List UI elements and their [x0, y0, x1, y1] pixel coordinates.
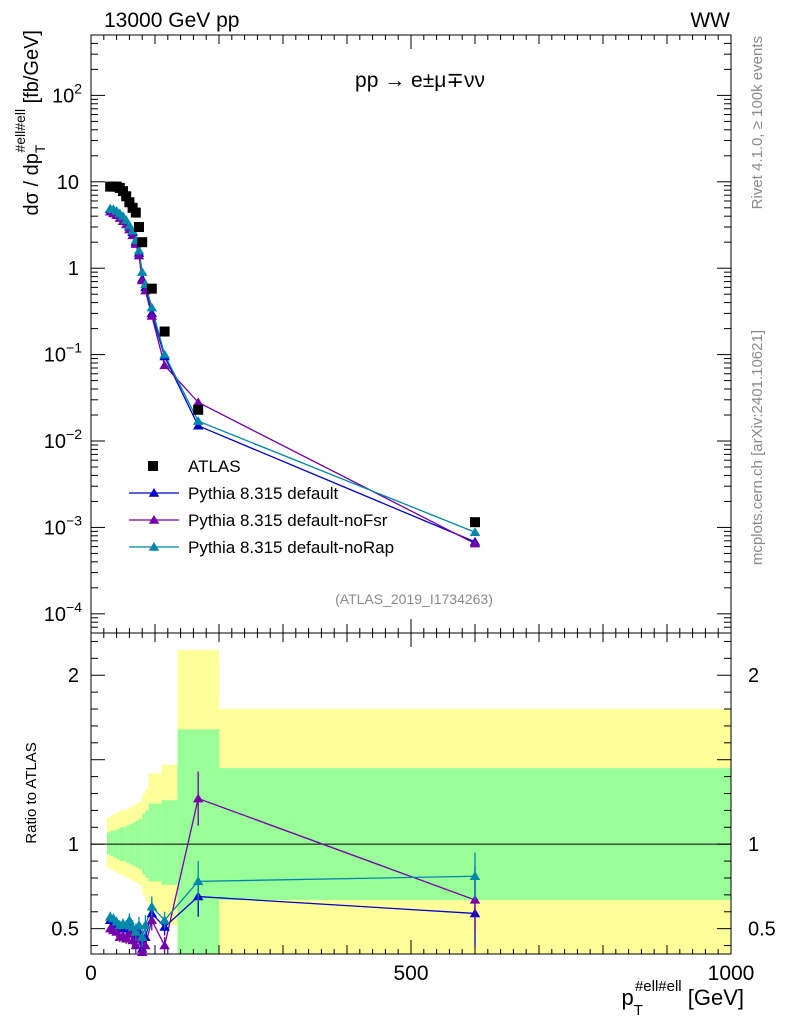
ratio-uncertainty-bands [91, 649, 731, 954]
y-tick-label-base: 10 [44, 604, 66, 626]
legend-label-1: Pythia 8.315 default [188, 484, 339, 503]
series-markers [104, 181, 481, 957]
data-point-atlas [470, 517, 480, 528]
legend-label-2: Pythia 8.315 default-noFsr [188, 511, 388, 530]
y-axis-label-sub: T [32, 144, 48, 153]
ratio-y-tick-label-right: 1 [748, 834, 759, 856]
legend-marker-atlas [148, 461, 158, 471]
y-tick-label: 102 [52, 80, 82, 107]
series-marker-ratio-2 [159, 940, 170, 950]
series-marker-ratio-3 [146, 901, 158, 911]
y-axis-label-sup: #ell#ell [12, 109, 28, 153]
y-tick-label-base: 10 [44, 345, 66, 367]
series-marker-main-2 [133, 250, 145, 260]
ratio-y-tick-label-left: 0.5 [51, 919, 79, 941]
ratio-y-tick-label-right: 2 [748, 665, 759, 687]
axis-ticks [90, 34, 732, 954]
y-tick-label-exponent: −4 [66, 599, 82, 615]
y-tick-label: 10−4 [44, 599, 82, 626]
series-marker-main-3 [159, 349, 170, 359]
series-marker-main-2 [146, 310, 158, 320]
x-axis-label-sub: T [634, 1002, 643, 1019]
chart-title: pp → e±μ∓νν [355, 69, 485, 92]
y-tick-label-exponent: −2 [66, 426, 82, 442]
legend-marker-2 [148, 515, 160, 524]
y-tick-label: 10−1 [44, 340, 82, 367]
x-axis-label: pT #ell#ell [GeV] [622, 978, 744, 1019]
rivet-version-label: Rivet 4.1.0, ≥ 100k events [749, 36, 766, 209]
x-tick-label: 0 [85, 962, 97, 985]
series-marker-main-2 [159, 360, 170, 370]
series-marker-ratio-3 [159, 915, 170, 924]
y-tick-label-base: 10 [44, 517, 66, 539]
x-tick-label: 500 [393, 962, 428, 985]
y-tick-label-exponent: −1 [66, 340, 82, 356]
y-tick-label-exponent: −3 [66, 512, 82, 528]
series-marker-main-3 [469, 527, 481, 536]
header-energy-label: 13000 GeV pp [104, 9, 239, 32]
data-point-atlas [134, 221, 144, 232]
y-tick-label: 10−3 [44, 512, 82, 539]
series-marker-main-3 [136, 267, 148, 276]
legend-marker-1 [148, 488, 160, 497]
ratio-band-green [107, 832, 111, 855]
data-point-atlas [146, 283, 157, 294]
y-tick-label-base: 10 [44, 431, 66, 453]
y-tick-label: 1 [68, 258, 79, 280]
y-axis-label: dσ / dpT #ell#ell [fb/GeV] [12, 30, 48, 215]
ratio-band-green [161, 800, 178, 885]
header-process-label: WW [690, 9, 730, 32]
y-tick-label-exponent: 2 [74, 80, 82, 96]
y-tick-label-base: 10 [57, 172, 79, 194]
analysis-label: (ATLAS_2019_I1734263) [335, 591, 493, 607]
series-marker-main-1 [192, 420, 204, 430]
y-tick-label-base: 10 [52, 85, 74, 107]
ratio-band-green [148, 803, 162, 882]
y-tick-label: 10 [57, 172, 79, 194]
data-point-atlas [124, 197, 135, 208]
y-tick-label: 10−2 [44, 426, 82, 453]
series-marker-main-3 [127, 225, 138, 235]
x-axis-label-sup: #ell#ell [635, 978, 682, 995]
series-marker-main-3 [146, 302, 158, 312]
legend-label-3: Pythia 8.315 default-noRap [188, 538, 394, 557]
ratio-band-green [110, 830, 114, 857]
series-marker-ratio-2 [146, 915, 158, 924]
x-axis-label-main: p [622, 985, 634, 1010]
data-point-atlas [121, 191, 132, 202]
ratio-y-tick-label-left: 1 [68, 834, 79, 856]
legend-marker-3 [148, 542, 160, 551]
legend: ATLAS Pythia 8.315 default Pythia 8.315 de… [129, 457, 394, 557]
series-marker-main-3 [133, 245, 145, 255]
x-tick-label: 1000 [708, 962, 755, 985]
y-tick-label-base: 1 [68, 258, 79, 280]
series-marker-ratio-3 [192, 876, 204, 886]
series-marker-ratio-3 [469, 871, 481, 881]
x-axis-label-unit: [GeV] [682, 985, 744, 1010]
data-point-atlas [130, 207, 141, 218]
series-marker-main-2 [192, 397, 204, 407]
series-marker-main-2 [469, 538, 481, 548]
series-marker-ratio-3 [136, 932, 148, 941]
series-marker-ratio-2 [192, 793, 204, 803]
series-marker-ratio-3 [140, 920, 151, 930]
ratio-y-axis-label: Ratio to ATLAS [23, 742, 40, 843]
data-point-atlas [137, 237, 148, 248]
ratio-band-green [177, 729, 219, 954]
series-marker-main-3 [192, 416, 204, 425]
ratio-y-tick-label-right: 0.5 [748, 919, 776, 941]
data-point-atlas [118, 186, 128, 197]
y-axis-label-unit: [fb/GeV] [21, 30, 43, 109]
data-point-atlas [159, 326, 170, 337]
y-axis-label-main: dσ / dp [21, 153, 43, 215]
series-marker-main-3 [120, 215, 132, 224]
main-plot-frame [90, 34, 732, 634]
data-point-atlas [193, 404, 204, 415]
mcplots-citation-label: mcplots.cern.ch [arXiv:2401.10621] [749, 330, 766, 565]
legend-label-0: ATLAS [188, 457, 241, 476]
ratio-y-tick-label-left: 2 [68, 665, 79, 687]
